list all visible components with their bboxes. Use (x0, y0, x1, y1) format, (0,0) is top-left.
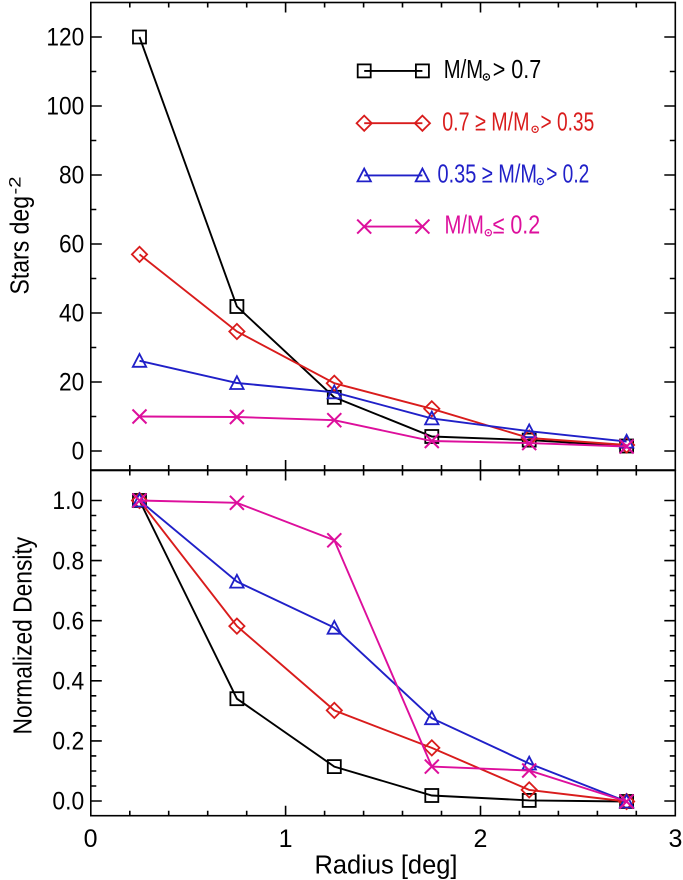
svg-text:120: 120 (46, 24, 84, 52)
svg-text:Stars deg: Stars deg (7, 196, 35, 295)
svg-text:1: 1 (279, 825, 293, 853)
svg-text:1.0: 1.0 (52, 487, 84, 515)
svg-text:0: 0 (84, 825, 98, 853)
svg-text:20: 20 (59, 369, 84, 397)
svg-text:> 0.7: > 0.7 (493, 56, 542, 84)
svg-text:0.6: 0.6 (52, 607, 84, 635)
svg-text:0.0: 0.0 (52, 788, 84, 816)
svg-text:> 0.35: > 0.35 (541, 108, 595, 136)
svg-text:0: 0 (72, 438, 85, 466)
svg-text:80: 80 (59, 162, 84, 190)
svg-text:60: 60 (59, 231, 84, 259)
svg-text:100: 100 (46, 93, 84, 121)
svg-text:Normalized Density: Normalized Density (10, 537, 38, 735)
svg-text:≤ 0.2: ≤ 0.2 (493, 212, 541, 240)
svg-text:0.2: 0.2 (52, 728, 84, 756)
svg-text:0.4: 0.4 (52, 668, 84, 696)
svg-text:> 0.2: > 0.2 (546, 161, 589, 189)
svg-text:0.7 ≥ M/M: 0.7 ≥ M/M (442, 108, 529, 136)
svg-text:40: 40 (59, 300, 84, 328)
svg-text:Radius [deg]: Radius [deg] (315, 852, 458, 880)
svg-text:M/M: M/M (445, 212, 484, 240)
svg-text:M/M: M/M (444, 56, 483, 84)
svg-text:0.35 ≥ M/M: 0.35 ≥ M/M (438, 161, 538, 189)
svg-text:0.8: 0.8 (52, 547, 84, 575)
svg-text:3: 3 (668, 825, 682, 853)
svg-text:-2: -2 (6, 177, 25, 195)
svg-text:2: 2 (474, 825, 488, 853)
